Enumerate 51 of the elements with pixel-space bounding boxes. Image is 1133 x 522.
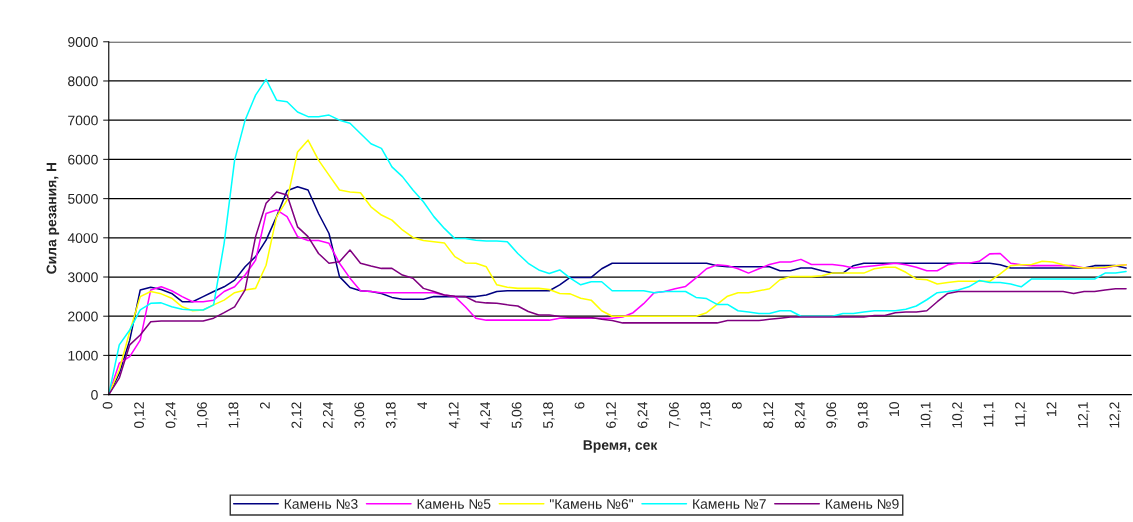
x-tick-label: 12 [1046,402,1057,416]
x-tick-label: 9,06 [826,402,838,428]
y-tick-label: 0 [91,389,98,400]
x-tick-label: 8,12 [763,402,775,428]
x-tick-label: 11,2 [1015,402,1027,427]
y-tick-label: 1000 [68,350,98,361]
x-tick-label: 3,18 [385,402,398,429]
y-axis-title: Сила резания, Н [46,162,60,274]
x-tick-label: 2 [259,402,270,409]
x-tick-label: 5,18 [543,402,555,429]
x-tick-label: 6 [574,402,585,409]
x-tick-label: 0 [102,402,113,409]
x-tick-label: 1,18 [228,402,240,428]
x-tick-label: 10,1 [920,402,933,428]
x-tick-label: 3,06 [354,402,366,429]
x-tick-label: 11,1 [983,402,996,427]
y-tick-label: 8000 [68,76,98,87]
x-tick-label: 8 [731,402,742,409]
x-tick-label: 2,12 [291,402,303,428]
legend-label: Камень №3 [284,499,358,509]
y-tick-label: 5000 [68,193,98,204]
x-axis-title: Время, сек [583,440,658,453]
x-tick-label: 0,12 [134,402,146,429]
y-tick-label: 7000 [68,115,98,126]
x-tick-label: 2,24 [322,401,335,428]
legend-label: Камень №9 [825,499,899,509]
x-tick-label: 4,24 [480,401,492,429]
legend-label: Камень №5 [417,499,491,509]
x-tick-label: 7,06 [668,402,681,428]
x-tick-label: 4 [417,401,427,409]
legend-label: "Камень №6" [549,499,634,509]
x-tick-label: 6,24 [637,401,649,428]
line-series [108,78,1127,395]
x-tick-label: 5,06 [511,402,524,429]
y-tick-label: 2000 [68,311,98,322]
x-tick-label: 8,24 [794,401,807,428]
y-tick-label: 9000 [68,37,98,47]
y-tick-label: 4000 [67,233,98,243]
x-tick-label: 10,2 [952,402,964,428]
x-tick-label: 9,18 [857,402,870,428]
x-tick-label: 12,1 [1078,402,1090,428]
x-tick-label: 4,12 [448,402,461,429]
x-tick-label: 1,06 [197,402,209,428]
x-tick-label: 10 [889,402,900,416]
x-tick-label: 6,12 [606,402,618,428]
legend-label: Камень №7 [693,499,766,509]
x-tick-label: 7,18 [700,402,712,428]
y-tick-label: 6000 [68,154,98,165]
x-tick-label: 12,2 [1109,402,1121,428]
x-tick-label: 0,24 [165,401,178,429]
y-tick-label: 3000 [67,272,98,283]
